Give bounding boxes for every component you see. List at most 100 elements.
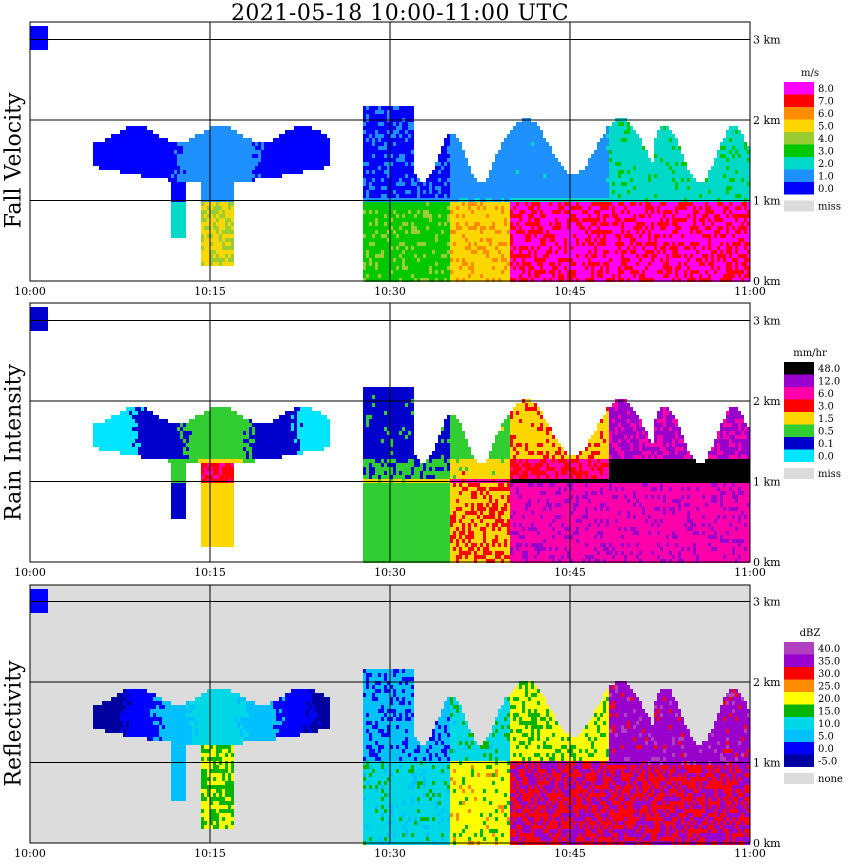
heatmap-cell (510, 274, 513, 278)
heatmap-cell (429, 250, 432, 254)
heatmap-cell (438, 278, 441, 282)
heatmap-cell (138, 162, 141, 166)
heatmap-cell (402, 154, 405, 158)
heatmap-cell (318, 154, 321, 158)
heatmap-cell (672, 234, 675, 238)
heatmap-cell (651, 254, 654, 258)
heatmap-cell (417, 278, 420, 282)
heatmap-cell (522, 234, 525, 238)
heatmap-cell (672, 202, 675, 206)
heatmap-cell (198, 150, 201, 154)
heatmap-cell (501, 270, 504, 274)
heatmap-cell (618, 274, 621, 278)
heatmap-cell (228, 186, 231, 190)
heatmap-cell (366, 214, 369, 218)
heatmap-cell (222, 254, 225, 258)
heatmap-cell (366, 166, 369, 170)
heatmap-cell (561, 214, 564, 218)
heatmap-cell (672, 206, 675, 210)
heatmap-cell (501, 214, 504, 218)
heatmap-cell (477, 222, 480, 226)
heatmap-cell (396, 246, 399, 250)
heatmap-cell (267, 142, 270, 146)
heatmap-cell (459, 182, 462, 186)
heatmap-cell (546, 174, 549, 178)
heatmap-cell (681, 174, 684, 178)
heatmap-cell (537, 222, 540, 226)
heatmap-cell (177, 234, 180, 238)
heatmap-cell (489, 266, 492, 270)
heatmap-cell (471, 274, 474, 278)
heatmap-cell (420, 274, 423, 278)
heatmap-cell (567, 234, 570, 238)
heatmap-cell (378, 202, 381, 206)
heatmap-cell (192, 154, 195, 158)
heatmap-cell (297, 134, 300, 138)
heatmap-cell (456, 194, 459, 198)
heatmap-cell (195, 170, 198, 174)
heatmap-cell (411, 226, 414, 230)
heatmap-cell (204, 222, 207, 226)
heatmap-cell (636, 222, 639, 226)
heatmap-cell (405, 150, 408, 154)
heatmap-cell (462, 158, 465, 162)
heatmap-cell (663, 174, 666, 178)
heatmap-cell (612, 278, 615, 282)
heatmap-cell (585, 254, 588, 258)
heatmap-cell (642, 226, 645, 230)
heatmap-cell (603, 170, 606, 174)
heatmap-cell (609, 170, 612, 174)
heatmap-cell (675, 162, 678, 166)
heatmap-cell (207, 186, 210, 190)
heatmap-cell (240, 174, 243, 178)
heatmap-cell (543, 194, 546, 198)
heatmap-cell (666, 246, 669, 250)
heatmap-cell (612, 126, 615, 130)
heatmap-cell (480, 246, 483, 250)
heatmap-cell (564, 262, 567, 266)
heatmap-cell (600, 226, 603, 230)
heatmap-cell (459, 258, 462, 262)
heatmap-cell (645, 266, 648, 270)
heatmap-cell (612, 222, 615, 226)
heatmap-cell (525, 122, 528, 126)
heatmap-cell (264, 146, 267, 150)
heatmap-cell (216, 126, 219, 130)
heatmap-cell (597, 174, 600, 178)
heatmap-cell (549, 166, 552, 170)
heatmap-cell (492, 246, 495, 250)
heatmap-cell (393, 250, 396, 254)
heatmap-cell (450, 250, 453, 254)
heatmap-cell (120, 138, 123, 142)
heatmap-cell (627, 126, 630, 130)
heatmap-cell (483, 234, 486, 238)
heatmap-cell (174, 210, 177, 214)
heatmap-cell (537, 230, 540, 234)
heatmap-cell (525, 154, 528, 158)
heatmap-cell (492, 262, 495, 266)
heatmap-cell (600, 166, 603, 170)
heatmap-cell (555, 182, 558, 186)
heatmap-cell (471, 194, 474, 198)
heatmap-cell (225, 214, 228, 218)
heatmap-cell (279, 154, 282, 158)
heatmap-cell (408, 266, 411, 270)
heatmap-cell (372, 122, 375, 126)
heatmap-cell (405, 174, 408, 178)
heatmap-cell (471, 246, 474, 250)
heatmap-cell (204, 194, 207, 198)
heatmap-cell (186, 170, 189, 174)
heatmap-cell (156, 166, 159, 170)
heatmap-cell (432, 210, 435, 214)
heatmap-cell (642, 146, 645, 150)
heatmap-cell (405, 206, 408, 210)
heatmap-cell (192, 138, 195, 142)
heatmap-cell (222, 230, 225, 234)
heatmap-cell (600, 194, 603, 198)
heatmap-cell (390, 162, 393, 166)
heatmap-cell (618, 206, 621, 210)
heatmap-cell (504, 158, 507, 162)
heatmap-cell (294, 126, 297, 130)
heatmap-cell (597, 242, 600, 246)
heatmap-cell (378, 226, 381, 230)
